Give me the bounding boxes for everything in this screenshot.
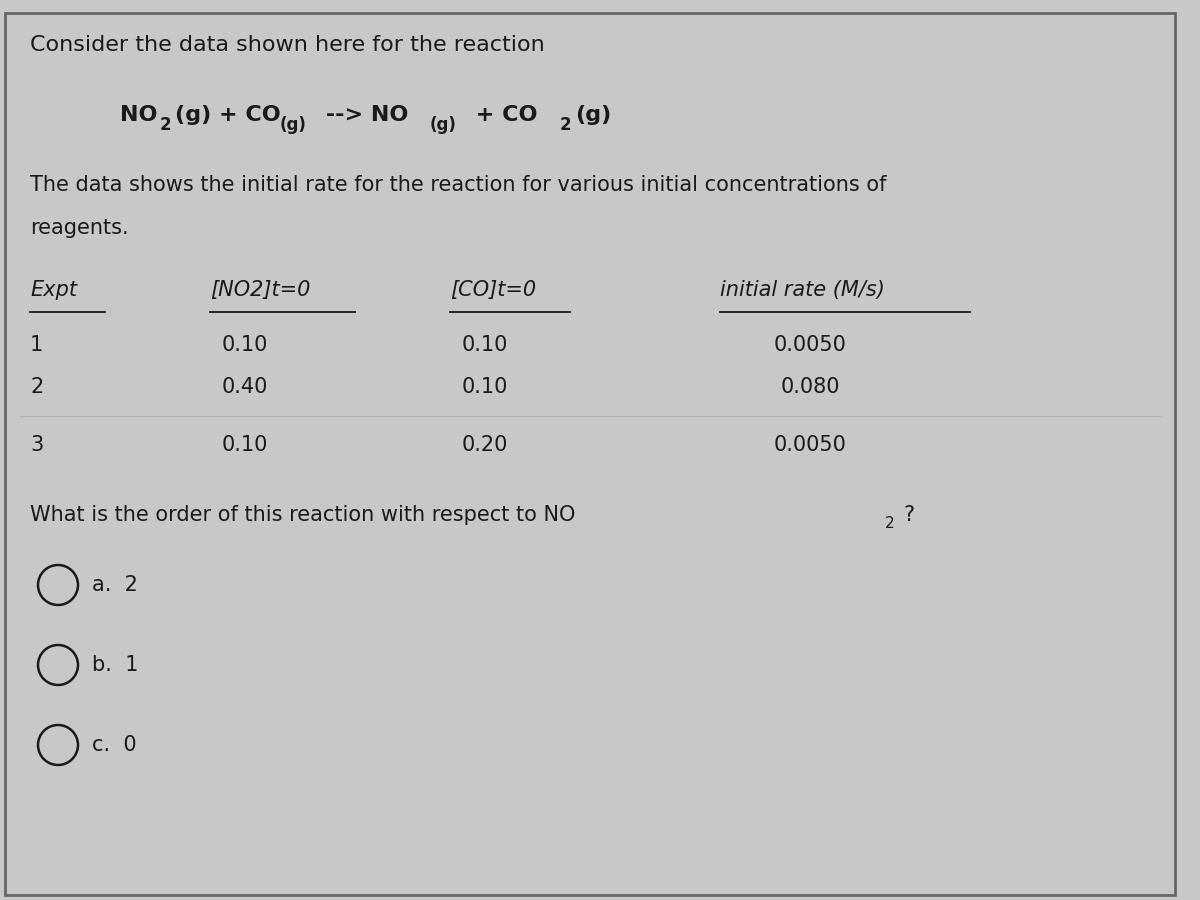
Text: (g): (g) (430, 116, 457, 134)
Text: (g) + CO: (g) + CO (175, 105, 281, 125)
Text: 0.0050: 0.0050 (774, 335, 846, 355)
Text: 0.20: 0.20 (462, 435, 508, 455)
Text: b.  1: b. 1 (92, 655, 138, 675)
Text: 0.10: 0.10 (462, 335, 508, 355)
Text: 2: 2 (560, 116, 571, 134)
Text: [NO2]t=0: [NO2]t=0 (210, 280, 311, 300)
Text: 0.40: 0.40 (222, 377, 268, 397)
Text: reagents.: reagents. (30, 218, 128, 238)
Text: 0.0050: 0.0050 (774, 435, 846, 455)
Text: The data shows the initial rate for the reaction for various initial concentrati: The data shows the initial rate for the … (30, 175, 887, 195)
Text: 0.10: 0.10 (222, 335, 268, 355)
Text: 3: 3 (30, 435, 43, 455)
Text: 0.10: 0.10 (222, 435, 268, 455)
Text: (g): (g) (575, 105, 611, 125)
Text: 2: 2 (30, 377, 43, 397)
Text: Expt: Expt (30, 280, 77, 300)
Text: 0.10: 0.10 (462, 377, 508, 397)
Text: a.  2: a. 2 (92, 575, 138, 595)
Text: initial rate (M/s): initial rate (M/s) (720, 280, 884, 300)
Text: [CO]t=0: [CO]t=0 (450, 280, 536, 300)
Text: What is the order of this reaction with respect to NO: What is the order of this reaction with … (30, 505, 575, 525)
Text: 0.080: 0.080 (780, 377, 840, 397)
Text: NO: NO (120, 105, 157, 125)
Text: --> NO: --> NO (318, 105, 408, 125)
Text: Consider the data shown here for the reaction: Consider the data shown here for the rea… (30, 35, 545, 55)
Text: (g): (g) (280, 116, 307, 134)
Text: 2: 2 (886, 517, 895, 532)
Text: + CO: + CO (468, 105, 538, 125)
Text: 2: 2 (160, 116, 172, 134)
Text: c.  0: c. 0 (92, 735, 137, 755)
Text: 1: 1 (30, 335, 43, 355)
Text: ?: ? (904, 505, 914, 525)
